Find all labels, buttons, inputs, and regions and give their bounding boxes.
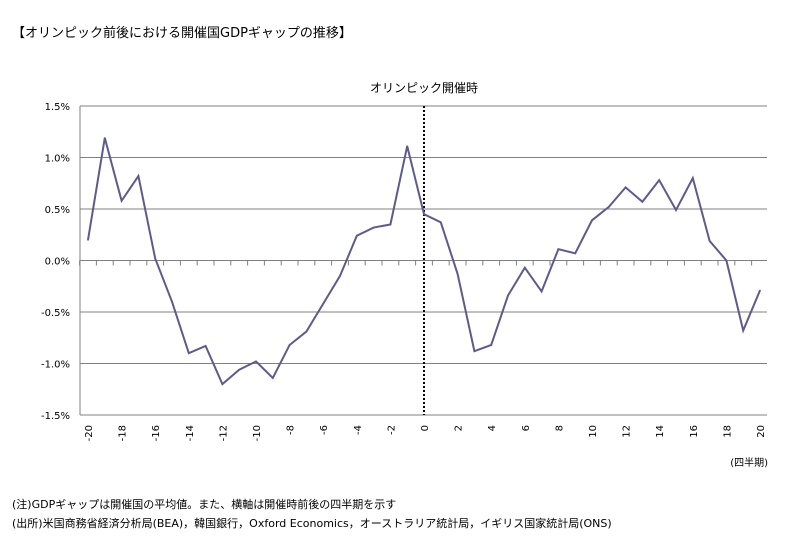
data-point bbox=[238, 368, 240, 371]
data-point bbox=[305, 330, 308, 333]
data-point bbox=[423, 213, 425, 215]
data-point bbox=[658, 179, 660, 181]
data-point bbox=[557, 248, 560, 250]
data-point bbox=[389, 223, 392, 226]
x-tick-label: 2 bbox=[454, 425, 465, 431]
data-point bbox=[708, 240, 711, 242]
data-point bbox=[675, 209, 677, 211]
data-point bbox=[120, 199, 123, 202]
chart-title: 【オリンピック前後における開催国GDPギャップの推移】 bbox=[12, 26, 352, 41]
data-point bbox=[339, 275, 341, 277]
data-point bbox=[725, 259, 728, 262]
data-point bbox=[641, 200, 644, 203]
x-tick-label: -4 bbox=[353, 425, 364, 435]
x-tick-label: 18 bbox=[722, 425, 733, 438]
data-point bbox=[322, 302, 325, 305]
data-point bbox=[406, 145, 409, 147]
x-tick-label: 16 bbox=[689, 425, 700, 438]
x-tick-label: -20 bbox=[84, 425, 95, 441]
data-point bbox=[440, 221, 442, 224]
y-tick-label: -0.5% bbox=[41, 308, 70, 319]
x-tick-label: 12 bbox=[622, 425, 633, 438]
x-tick-label: 10 bbox=[588, 425, 599, 438]
data-point bbox=[490, 344, 493, 346]
data-point bbox=[759, 289, 761, 292]
x-tick-label: -6 bbox=[319, 425, 330, 435]
x-tick-label: 20 bbox=[756, 425, 767, 438]
data-point bbox=[591, 219, 593, 222]
data-point bbox=[204, 345, 207, 347]
x-tick-label: 0 bbox=[420, 425, 431, 431]
data-point bbox=[473, 350, 476, 352]
data-point bbox=[154, 257, 156, 260]
data-point bbox=[188, 352, 190, 355]
x-tick-label: -12 bbox=[218, 425, 229, 441]
data-point bbox=[608, 206, 610, 208]
data-point bbox=[288, 344, 291, 346]
x-tick-label: -2 bbox=[386, 425, 397, 435]
x-tick-label: -10 bbox=[252, 425, 263, 441]
note-text: (注)GDPギャップは開催国の平均値。また、横軸は開催時前後の四半期を示す bbox=[12, 498, 397, 511]
data-point bbox=[221, 383, 224, 385]
x-tick-label: 4 bbox=[487, 425, 498, 431]
x-tick-label: -18 bbox=[118, 425, 129, 441]
data-point bbox=[255, 360, 257, 363]
x-axis-label: (四半期) bbox=[730, 456, 768, 469]
data-point bbox=[456, 273, 459, 275]
y-tick-label: 1.0% bbox=[45, 154, 70, 165]
x-tick-label: -8 bbox=[286, 425, 297, 435]
data-point bbox=[742, 329, 744, 332]
annotation-label: オリンピック開催時 bbox=[370, 81, 478, 95]
x-tick-label: 8 bbox=[554, 425, 565, 431]
data-point bbox=[540, 290, 543, 293]
y-tick-label: -1.0% bbox=[41, 360, 70, 371]
data-point bbox=[507, 294, 509, 297]
y-tick-label: -1.5% bbox=[41, 411, 70, 422]
x-tick-label: -14 bbox=[185, 425, 196, 441]
data-point bbox=[171, 300, 173, 303]
data-point bbox=[356, 234, 358, 237]
y-tick-label: 1.5% bbox=[45, 102, 70, 113]
data-point bbox=[137, 175, 140, 177]
y-tick-label: 0.0% bbox=[45, 257, 70, 268]
y-tick-label: 0.5% bbox=[45, 205, 70, 216]
data-point bbox=[692, 177, 694, 179]
x-tick-label: 14 bbox=[655, 425, 666, 438]
source-text: (出所)米国商務省経済分析局(BEA)，韓国銀行，Oxford Economic… bbox=[12, 517, 612, 530]
data-point bbox=[104, 137, 106, 139]
x-tick-label: -16 bbox=[151, 425, 162, 441]
x-tick-label: 6 bbox=[521, 425, 532, 431]
data-point bbox=[372, 226, 375, 229]
data-point bbox=[624, 186, 627, 189]
data-point bbox=[272, 377, 274, 379]
data-point bbox=[574, 252, 576, 255]
data-point bbox=[524, 266, 526, 269]
data-point bbox=[87, 239, 89, 241]
